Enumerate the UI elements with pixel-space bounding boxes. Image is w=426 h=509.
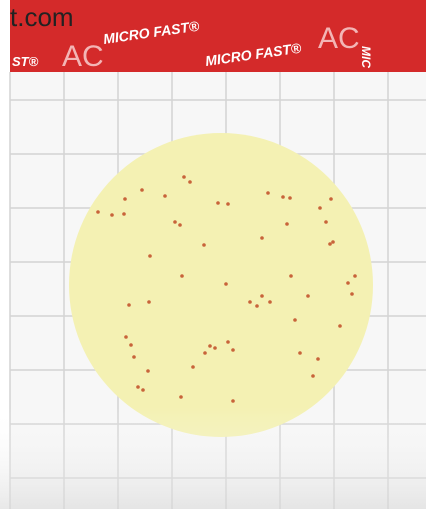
photo: ST® AC MICRO FAST® MICRO FAST® AC MIC t.…	[0, 0, 426, 509]
banner-logo: AC	[318, 22, 360, 55]
banner-text: ST®	[12, 54, 39, 69]
watermark: t.com	[10, 2, 74, 32]
banner-text: MIC	[359, 46, 373, 68]
page: ST® AC MICRO FAST® MICRO FAST® AC MIC t.…	[0, 0, 426, 509]
shade	[0, 0, 426, 509]
banner-logo: AC	[62, 40, 104, 73]
